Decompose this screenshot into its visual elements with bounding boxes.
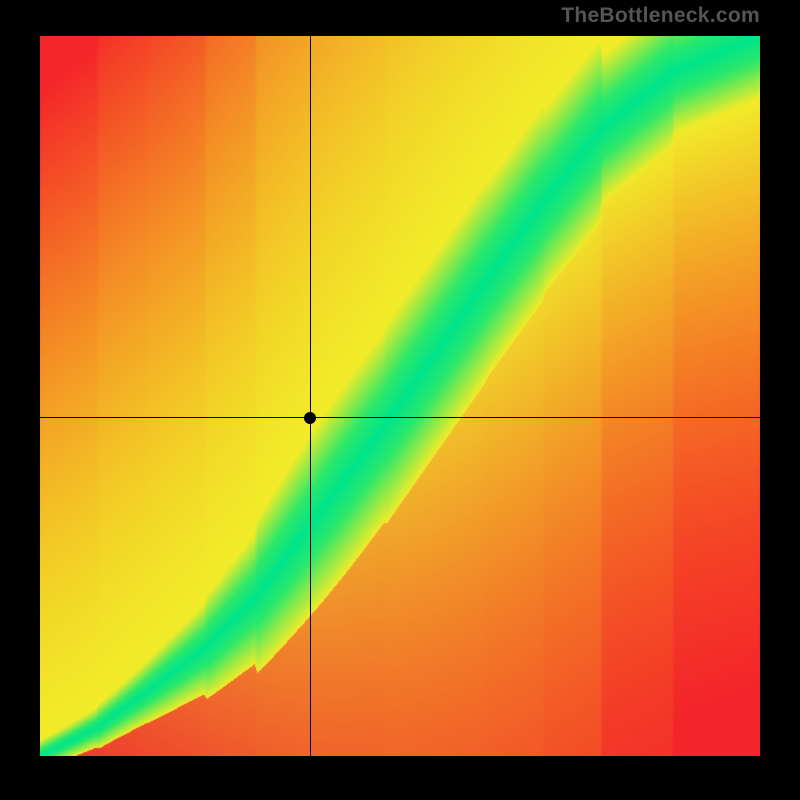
crosshair-vertical [310, 36, 311, 756]
chart-container: TheBottleneck.com [0, 0, 800, 800]
watermark-text: TheBottleneck.com [561, 4, 760, 28]
crosshair-marker [304, 412, 316, 424]
heatmap-canvas [40, 36, 760, 756]
plot-area [40, 36, 760, 756]
crosshair-horizontal [40, 417, 760, 418]
